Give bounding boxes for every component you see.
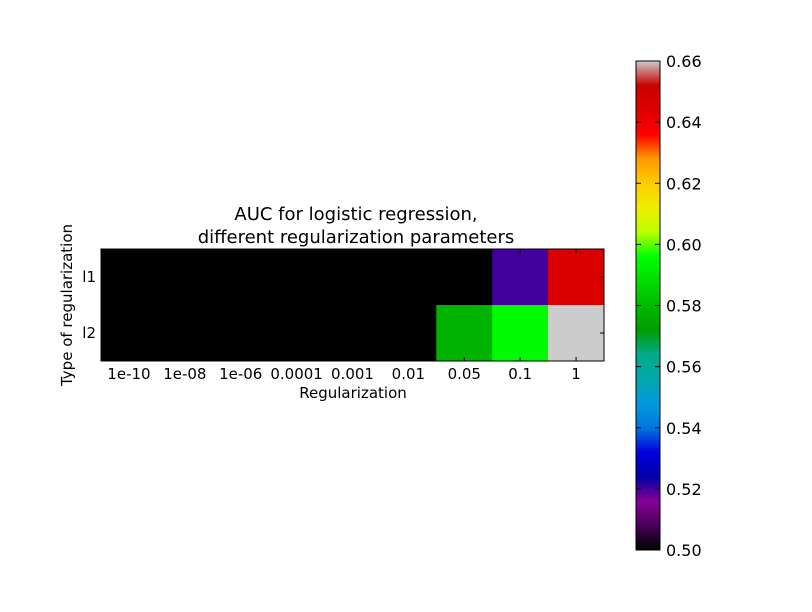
heatmap-cell	[156, 305, 214, 362]
heatmap-cell	[268, 305, 326, 362]
colorbar-tick-label: 0.52	[666, 480, 702, 499]
heatmap-cell	[436, 249, 493, 306]
x-tick-label: 1e-08	[163, 365, 206, 383]
colorbar-tick-label: 0.58	[666, 297, 702, 316]
colorbar: 0.50 0.52 0.54 0.56 0.58 0.60 0.62 0.64 0.66	[635, 52, 702, 560]
colorbar-tick-label: 0.66	[666, 52, 702, 71]
x-tick-label: 1	[571, 365, 581, 383]
colorbar-tick-label: 0.54	[666, 419, 702, 438]
heatmap-cell	[101, 305, 158, 362]
heatmap-cell	[548, 305, 605, 362]
heatmap-cell	[380, 249, 437, 306]
heatmap-cell	[212, 305, 270, 362]
chart-title-line: AUC for logistic regression,	[234, 204, 477, 225]
y-tick-label: l1	[82, 268, 96, 286]
chart-title-line: different regularization parameters	[198, 227, 515, 248]
colorbar-tick-label: 0.50	[666, 541, 702, 560]
x-tick-label: 0.01	[392, 365, 425, 383]
heatmap-cell	[324, 305, 381, 362]
heatmap-cells	[101, 249, 605, 362]
x-axis-label: Regularization	[299, 384, 407, 402]
y-axis-label: Type of regularization	[58, 224, 76, 387]
colorbar-tick-label: 0.60	[666, 235, 702, 254]
colorbar-tick-label: 0.56	[666, 358, 702, 377]
heatmap-cell	[324, 249, 381, 306]
heatmap-cell	[156, 249, 214, 306]
heatmap-cell	[212, 249, 270, 306]
heatmap-cell	[380, 305, 437, 362]
colorbar-ticks: 0.50 0.52 0.54 0.56 0.58 0.60 0.62 0.64 0.66	[636, 52, 702, 560]
x-tick-label: 0.1	[508, 365, 532, 383]
x-tick-label: 0.05	[448, 365, 481, 383]
heatmap-cell	[101, 249, 158, 306]
y-axis-ticks: l1 l2	[82, 268, 604, 342]
x-tick-label: 1e-10	[107, 365, 150, 383]
heatmap-cell	[492, 305, 549, 362]
y-tick-label: l2	[82, 324, 96, 342]
x-tick-label: 0.0001	[270, 365, 323, 383]
heatmap-cell	[436, 305, 493, 362]
x-tick-label: 1e-06	[219, 365, 262, 383]
heatmap-cell	[548, 249, 605, 306]
colorbar-tick-label: 0.64	[666, 113, 702, 132]
heatmap-cell	[268, 249, 326, 306]
x-tick-label: 0.001	[331, 365, 374, 383]
heatmap-cell	[492, 249, 549, 306]
colorbar-tick-label: 0.62	[666, 174, 702, 193]
chart-title: AUC for logistic regression, different re…	[198, 204, 515, 248]
x-axis-ticks: 1e-10 1e-08 1e-06 0.0001 0.001 0.01 0.05 0.1 1	[107, 249, 581, 383]
